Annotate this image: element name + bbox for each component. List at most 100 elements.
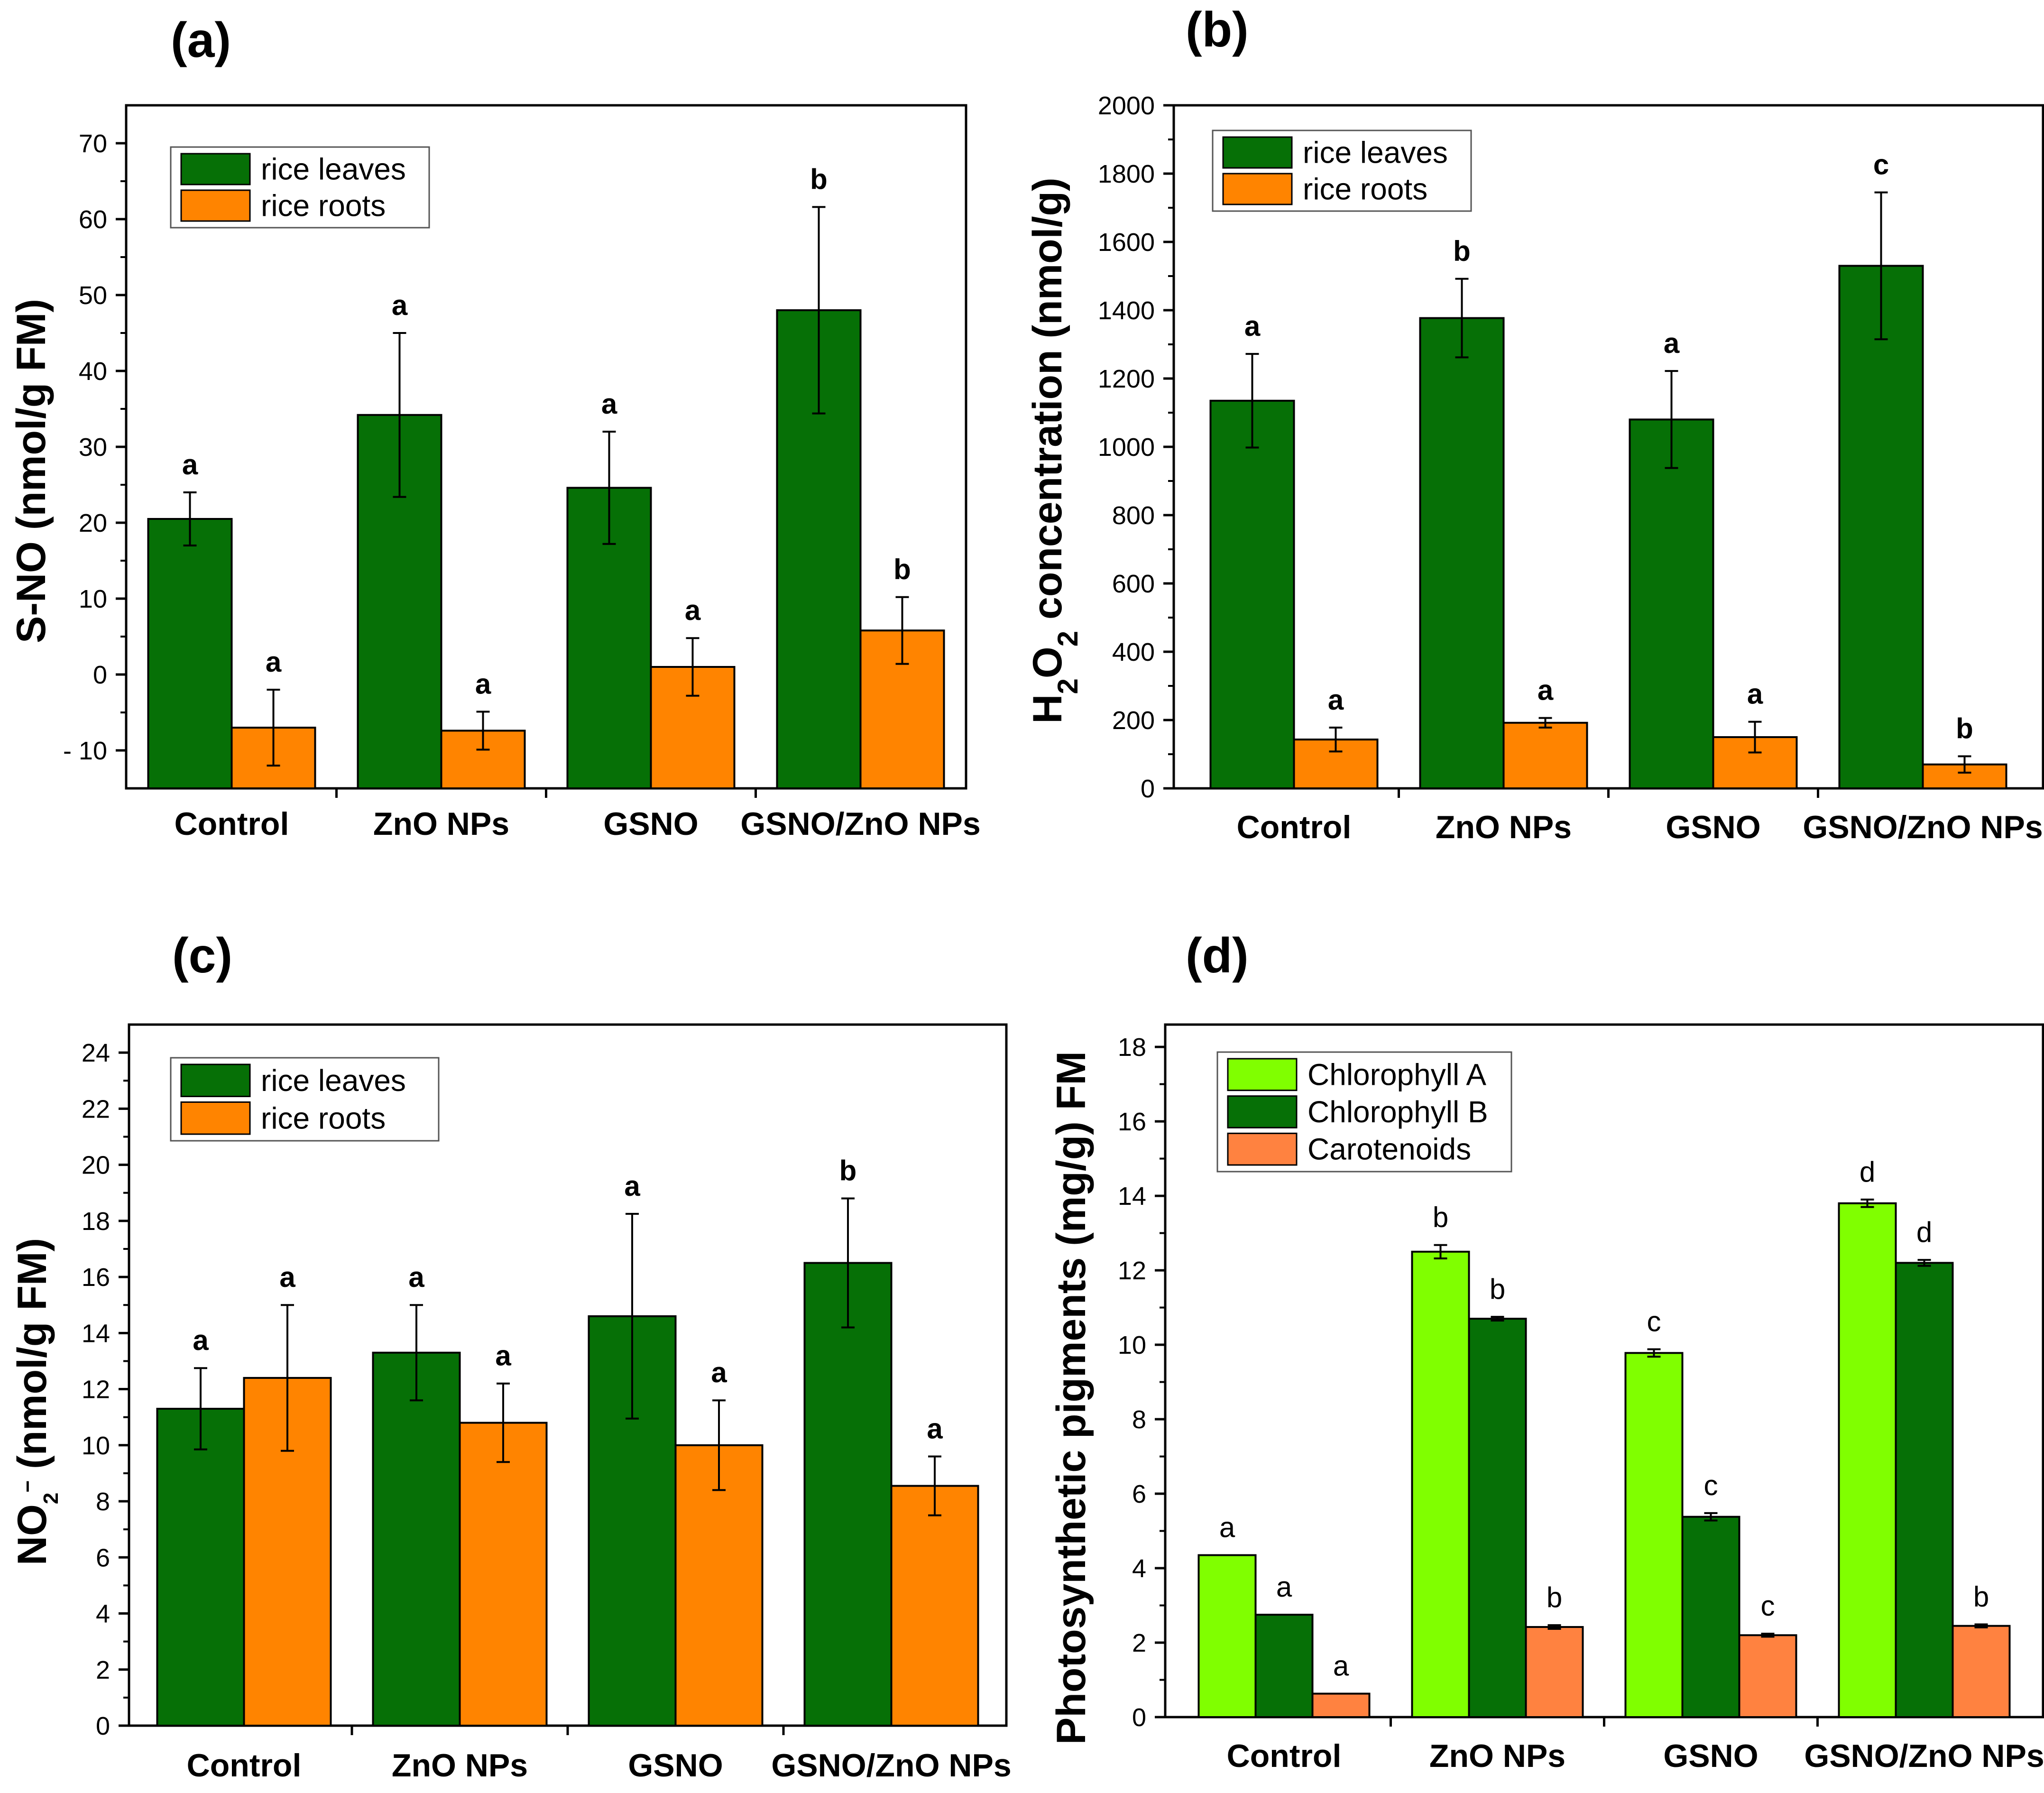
panel-d-ytick-label: 12	[1118, 1257, 1146, 1285]
panel-b-ytick-label: 0	[1141, 775, 1155, 803]
panel-b-ytick-label: 1400	[1098, 296, 1155, 325]
panel-a-ytick-label: 70	[79, 129, 107, 158]
panel-b-ylabel-sub2: 2	[1052, 631, 1084, 647]
panel-b-category-label: GSNO	[1666, 809, 1760, 845]
panel-c-ytick-label: 14	[82, 1319, 110, 1348]
panel-c-ytick-label: 20	[82, 1151, 110, 1180]
panel-b-ylabel-h: H	[1025, 694, 1070, 724]
panel-c-label: (c)	[172, 928, 232, 983]
panel-a-ytick-label: 0	[93, 661, 107, 689]
panel-a-significance-label: a	[392, 289, 408, 321]
panel-b-bar	[1209, 399, 1295, 789]
panel-c-ylabel-sub: 2	[39, 1493, 63, 1504]
panel-b-ytick-label: 1800	[1098, 160, 1155, 188]
panel-d-ytick-label: 18	[1118, 1033, 1146, 1062]
panel-c-legend-label: rice leaves	[261, 1063, 406, 1098]
panel-d-ytick-label: 8	[1132, 1405, 1146, 1434]
panel-d-bar	[1838, 1202, 1897, 1718]
panel-b-legend-label: rice leaves	[1303, 136, 1448, 170]
panel-b-ylabel: H2O2 concentration (nmol/g)	[1025, 177, 1084, 723]
panel-d-legend-swatch	[1227, 1058, 1298, 1091]
panel-b-ytick-label: 600	[1112, 570, 1155, 598]
panel-c-legend-swatch	[180, 1063, 251, 1097]
panel-c-legend-swatch	[180, 1101, 251, 1135]
panel-c-ytick-label: 4	[96, 1600, 110, 1628]
panel-c-ytick-label: 24	[82, 1039, 110, 1067]
panel-d-significance-label: b	[1547, 1581, 1562, 1613]
panel-d-legend-swatch	[1227, 1132, 1298, 1166]
panel-d-bar	[1468, 1318, 1527, 1718]
panel-b-ylabel-o: O	[1025, 647, 1070, 678]
panel-a-significance-label: b	[893, 554, 911, 585]
panel-d: (d) Photosynthetic pigments (mg/g) FM 0 2…	[1049, 928, 2044, 1774]
panel-b-plot: 0 200 400 600 800 1000 1200 1400 1600 1800 2000 Con…	[1098, 92, 2044, 845]
panel-a-ytick-label: 40	[79, 357, 107, 386]
panel-d-bar	[1624, 1352, 1684, 1718]
panel-d-significance-label: b	[1433, 1201, 1448, 1233]
panel-d-legend-label: Chlorophyll B	[1307, 1095, 1488, 1129]
panel-d-bar	[1197, 1554, 1257, 1718]
panel-c-ylabel-no: NO	[9, 1504, 55, 1565]
panel-a-bar	[776, 309, 862, 789]
panel-d-significance-label: d	[1860, 1156, 1875, 1188]
panel-d-significance-label: a	[1276, 1571, 1292, 1603]
panel-a-ytick-label: 30	[79, 433, 107, 462]
panel-d-significance-label: c	[1761, 1590, 1775, 1622]
panel-d-ytick-label: 16	[1118, 1108, 1146, 1136]
panel-d-label: (d)	[1186, 928, 1249, 983]
panel-d-ytick-label: 0	[1132, 1703, 1146, 1732]
panel-a-significance-label: a	[182, 449, 198, 481]
panel-d-bar	[1311, 1692, 1371, 1718]
panel-b-significance-label: b	[1956, 712, 1973, 744]
panel-d-bar	[1895, 1262, 1954, 1718]
panel-b-significance-label: c	[1873, 149, 1889, 181]
panel-d-legend-swatch	[1227, 1095, 1298, 1128]
panel-a-legend-label: rice leaves	[261, 152, 406, 186]
panel-d-significance-label: c	[1704, 1470, 1718, 1501]
panel-a-plot: - 10 0 10 20 30 40 50 60 70 Control a a ZnO NPs a a GSN…	[63, 104, 981, 842]
panel-c-bar	[890, 1485, 979, 1727]
panel-b-significance-label: a	[1328, 684, 1344, 716]
panel-a-bar	[147, 518, 233, 789]
panel-b-category-label: GSNO/ZnO NPs	[1803, 809, 2043, 845]
panel-a-category-label: GSNO	[603, 806, 698, 842]
panel-a-ytick-label: - 10	[63, 737, 107, 765]
panel-b-ylabel-sub1: 2	[1052, 678, 1084, 694]
panel-b-significance-label: a	[1538, 675, 1554, 706]
panel-d-bar	[1738, 1634, 1797, 1718]
panel-c-bar	[459, 1422, 548, 1727]
panel-a-ytick-label: 10	[79, 585, 107, 613]
panel-c-bar	[372, 1351, 461, 1727]
panel-b-ytick-label: 1200	[1098, 365, 1155, 393]
panel-c-category-label: GSNO/ZnO NPs	[771, 1747, 1011, 1784]
panel-c-ytick-label: 2	[96, 1656, 110, 1684]
panel-b-significance-label: a	[1244, 310, 1261, 342]
panel-c-ytick-label: 12	[82, 1376, 110, 1404]
panel-c-ylabel-sup: −	[16, 1480, 39, 1493]
panel-a-legend-label: rice roots	[261, 189, 386, 223]
panel-d-bar	[1411, 1250, 1470, 1718]
panel-d-legend-label: Carotenoids	[1307, 1132, 1471, 1166]
panel-a-ylabel: S-NO (nmol/g FM)	[9, 299, 54, 643]
panel-d-ytick-label: 6	[1132, 1480, 1146, 1508]
panel-a-ytick-label: 20	[79, 509, 107, 537]
panel-b: (b) H2O2 concentration (nmol/g) 02004006…	[1025, 2, 2044, 845]
panel-c-bar	[803, 1262, 893, 1727]
panel-c-significance-label: b	[839, 1155, 857, 1187]
panel-d-significance-label: b	[1973, 1581, 1989, 1613]
panel-c-ytick-label: 8	[96, 1488, 110, 1516]
panel-b-ytick-label: 400	[1112, 638, 1155, 666]
panel-c-ytick-label: 16	[82, 1263, 110, 1292]
panel-a-significance-label: a	[685, 594, 701, 626]
panel-b-ytick-label: 1600	[1098, 228, 1155, 257]
panel-d-ytick-label: 14	[1118, 1182, 1146, 1211]
panel-c-bar	[156, 1407, 245, 1727]
panel-c-ytick-label: 22	[82, 1095, 110, 1123]
panel-d-bar	[1525, 1626, 1584, 1718]
panel-d-ytick-label: 10	[1118, 1331, 1146, 1359]
panel-b-ytick-label: 2000	[1098, 92, 1155, 120]
panel-a: (a) S-NO (nmol/g FM) - 10 0 10 20 30 40 50 60 70…	[9, 13, 981, 842]
panel-c-ytick-label: 0	[96, 1712, 110, 1740]
panel-d-significance-label: c	[1647, 1305, 1661, 1337]
panel-b-legend-swatch	[1222, 173, 1293, 205]
